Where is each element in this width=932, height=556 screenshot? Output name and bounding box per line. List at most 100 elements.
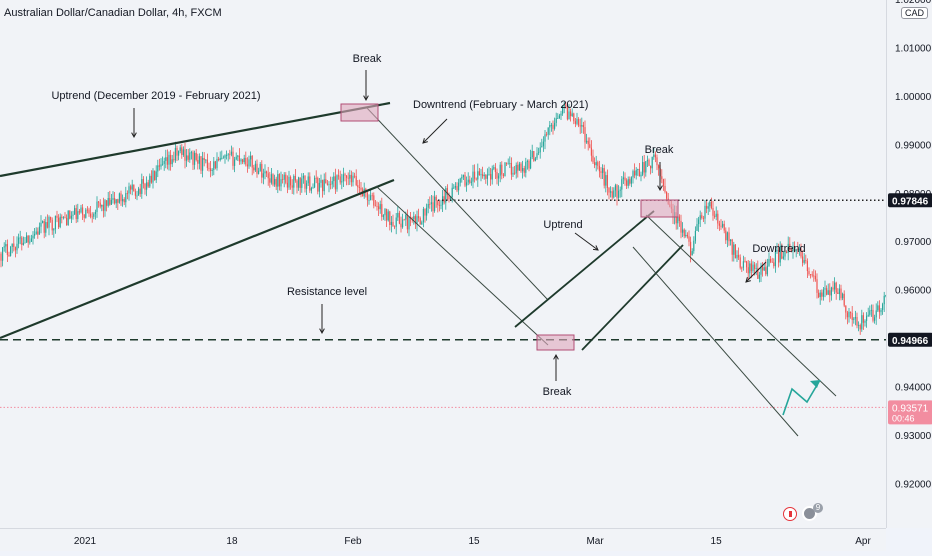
candle-body	[603, 168, 605, 186]
price-scale[interactable]: 1.020001.010001.000000.990000.980000.970…	[886, 0, 932, 528]
price-label-text: 0.94966	[892, 336, 929, 347]
time-scale[interactable]: 202118Feb15Mar15Apr19May17Jun	[0, 528, 886, 551]
candle-body	[486, 174, 488, 179]
candle-body	[806, 261, 808, 272]
candle-body	[547, 127, 549, 135]
price-label-countdown: 00:46	[892, 413, 915, 423]
candle-body	[83, 214, 85, 218]
candle-body	[522, 168, 524, 172]
candle-body	[776, 249, 778, 252]
uptrend-lower-line	[0, 178, 395, 340]
candle-body	[582, 125, 584, 128]
price-label-box	[888, 332, 932, 347]
candle-body	[120, 193, 122, 202]
candle-body	[592, 155, 594, 163]
candle-body	[760, 266, 762, 275]
candle-body	[696, 224, 698, 231]
candle-body	[32, 235, 34, 239]
candle-body	[626, 180, 628, 186]
candle-body	[67, 210, 69, 226]
candle-body	[315, 177, 317, 179]
candle-body	[502, 174, 504, 176]
candle-body	[150, 175, 152, 183]
candle-body	[456, 186, 458, 191]
candle-body	[666, 191, 668, 199]
candle-body	[422, 208, 424, 223]
candle-body	[656, 157, 658, 166]
candle-body	[38, 226, 40, 235]
candle-body	[866, 315, 868, 321]
candle-body	[102, 204, 104, 211]
candle-body	[581, 125, 583, 127]
candle-body	[298, 177, 300, 188]
candle-body	[778, 249, 780, 263]
candle-body	[723, 223, 725, 231]
candle-body	[774, 251, 776, 267]
candle-body	[482, 174, 484, 177]
candle-body	[184, 149, 186, 161]
chart-title: Australian Dollar/Canadian Dollar, 4h, F…	[4, 7, 222, 19]
candle-body	[339, 176, 341, 183]
candle-body	[374, 205, 376, 207]
candle-body	[99, 202, 101, 207]
candle-body	[46, 222, 48, 228]
candle-body	[634, 171, 636, 176]
candle-body	[181, 147, 183, 155]
candle-body	[266, 171, 268, 174]
currency-button[interactable]: CAD	[901, 7, 929, 19]
candle-body	[326, 183, 328, 185]
candle-body	[11, 243, 13, 247]
candle-body	[576, 119, 578, 124]
candle-body	[627, 179, 629, 186]
candle-body	[877, 305, 879, 311]
candle-body	[853, 318, 855, 320]
candle-body	[77, 211, 79, 220]
candle-body	[491, 168, 493, 180]
candle-body	[85, 209, 87, 218]
candle-body	[8, 254, 10, 256]
price-chart[interactable]: Uptrend (December 2019 - February 2021) B…	[0, 0, 886, 528]
candle-body	[733, 244, 735, 255]
candle-body	[451, 187, 453, 198]
candle-body	[693, 240, 695, 252]
price-tick-label: 0.93000	[895, 431, 932, 442]
candle-body	[851, 313, 853, 320]
candle-body	[662, 179, 664, 186]
candle-body	[552, 124, 554, 129]
candle-body	[136, 195, 138, 197]
candle-body	[742, 261, 744, 268]
candle-body	[208, 167, 210, 169]
candle-body	[360, 187, 362, 190]
candle-body	[122, 199, 124, 202]
candle-body	[278, 174, 280, 187]
candle-body	[741, 267, 743, 269]
arrow-shaft	[574, 232, 599, 251]
candle-body	[598, 165, 600, 172]
candle-body	[262, 173, 264, 178]
candle-body	[392, 221, 394, 227]
candle-body	[104, 200, 106, 211]
candle-body	[18, 237, 20, 244]
price-tick-label: 0.99000	[895, 140, 932, 151]
candle-body	[602, 168, 604, 173]
break-box	[536, 334, 575, 351]
candle-body	[461, 177, 463, 179]
candle-body	[536, 153, 538, 159]
downtrend-channel-lower-line	[632, 246, 799, 437]
candle-body	[811, 274, 813, 276]
candle-body	[93, 213, 95, 217]
candle-body	[130, 186, 132, 190]
candle-body	[454, 186, 456, 188]
candle-body	[683, 229, 685, 237]
candle-body	[872, 309, 874, 321]
candle-body	[840, 288, 842, 299]
candle-body	[869, 310, 871, 315]
candle-body	[349, 174, 351, 179]
candle-body	[731, 239, 733, 255]
candle-body	[880, 309, 882, 313]
candle-body	[837, 292, 839, 294]
chart-area[interactable]: Uptrend (December 2019 - February 2021) B…	[0, 0, 886, 528]
candle-body	[587, 140, 589, 145]
candle-body	[403, 219, 405, 221]
canada-flag-icon[interactable]	[783, 507, 797, 521]
